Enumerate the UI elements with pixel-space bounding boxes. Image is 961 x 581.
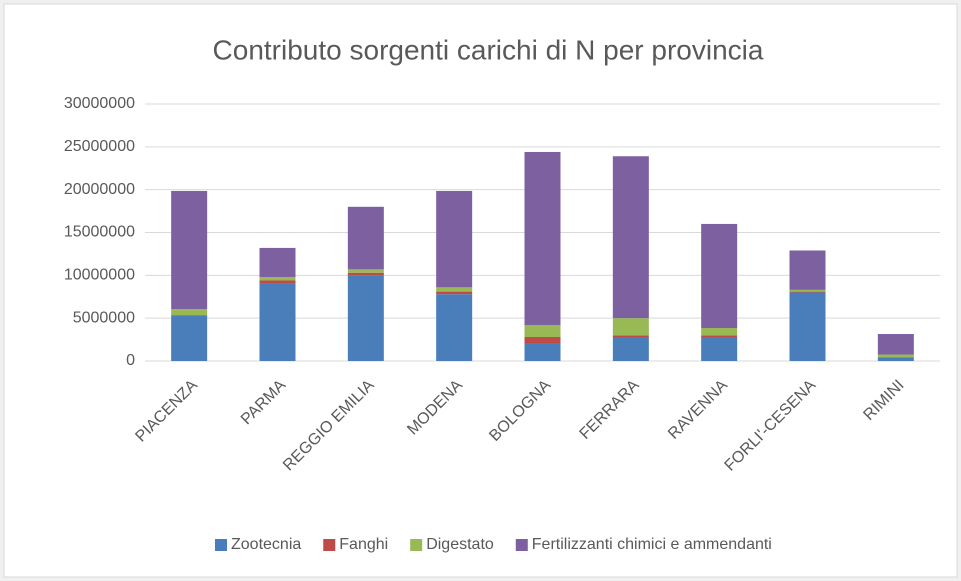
bar-segment [524, 151, 561, 326]
bar-segment [612, 337, 649, 361]
y-tick-label: 25000000 [64, 138, 135, 155]
bar-segment [789, 291, 826, 293]
bar-segment [789, 250, 826, 290]
bar-segment [877, 354, 914, 358]
bar-segment [612, 318, 649, 336]
bar-segment [701, 335, 738, 338]
bar-segment [877, 334, 914, 355]
y-tick-label: 0 [126, 352, 135, 369]
y-tick-label: 5000000 [73, 309, 135, 326]
legend-swatch [215, 539, 227, 551]
legend-swatch [515, 539, 528, 551]
y-tick-label: 30000000 [64, 95, 135, 112]
y-tick-label: 10000000 [64, 267, 135, 284]
chart-title: Contributo sorgenti carichi di N per pro… [213, 34, 764, 65]
bar-segment [259, 247, 296, 278]
legend-label: Zootecnia [231, 536, 301, 553]
bar-segment [701, 223, 738, 329]
bar-segment [612, 335, 649, 338]
bar-segment [347, 269, 384, 273]
bar-segment [612, 156, 649, 319]
bar-segment [347, 275, 384, 361]
bar-segment [347, 206, 384, 270]
legend-swatch [323, 539, 336, 551]
bar-segment [877, 357, 914, 361]
bar-segment [171, 190, 208, 310]
bar-segment [524, 343, 561, 361]
bar-segment [701, 328, 738, 336]
bar-segment [171, 315, 208, 317]
bar-segment [171, 316, 208, 361]
legend-label: Fanghi [339, 536, 388, 553]
bar-segment [259, 277, 296, 281]
bar-segment [259, 283, 296, 361]
legend-swatch [410, 539, 423, 551]
legend-label: Digestato [426, 536, 494, 553]
bar-segment [789, 289, 826, 292]
bar-segment [436, 190, 473, 288]
legend-label: Fertilizzanti chimici e ammendanti [532, 536, 772, 553]
bar-segment [701, 337, 738, 361]
y-tick-label: 15000000 [64, 224, 135, 241]
bar-segment [524, 337, 561, 344]
y-tick-label: 20000000 [64, 181, 135, 198]
bar-segment [524, 325, 561, 338]
bar-segment [347, 272, 384, 276]
bar-segment [789, 292, 826, 361]
bar-segment [436, 287, 473, 292]
bar-segment [436, 291, 473, 295]
bar-segment [436, 294, 473, 361]
bar-segment [259, 280, 296, 284]
bar-segment [171, 309, 208, 316]
